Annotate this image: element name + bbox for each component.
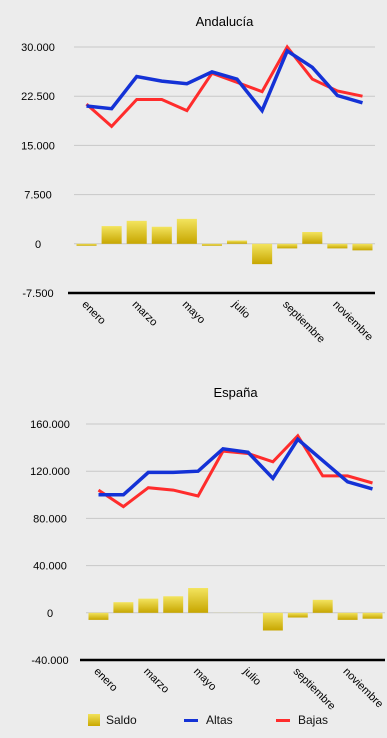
x-tick-label: noviembre [341, 666, 386, 711]
saldo-bar [287, 612, 308, 618]
altas-swatch [184, 718, 198, 722]
x-tick-label: enero [91, 666, 119, 694]
saldo-bar [138, 598, 159, 613]
saldo-bar [126, 220, 147, 244]
y-tick-label: 22.500 [21, 91, 55, 103]
legend: Saldo Altas Bajas [0, 713, 387, 735]
y-tick-label: -40.000 [31, 655, 68, 667]
chart-2: España 160.000 120.000 80.000 40.000 0 -40.000… [30, 385, 385, 713]
saldo-bar [312, 599, 333, 613]
x-tick-label: noviembre [330, 299, 375, 344]
saldo-bar [252, 243, 273, 265]
saldo-bar [201, 243, 222, 246]
x-tick-label: mayo [180, 299, 208, 327]
x-tick-label: marzo [130, 299, 160, 329]
bajas-line [85, 44, 363, 129]
chart-title: Andalucía [196, 14, 255, 29]
legend-label-saldo: Saldo [106, 713, 137, 727]
saldo-bar [88, 612, 109, 620]
saldo-bar [188, 588, 209, 613]
altas-line [98, 436, 373, 497]
saldo-bar [352, 243, 373, 251]
x-tick-label: septiembre [291, 666, 338, 713]
y-tick-label: 15.000 [21, 140, 55, 152]
saldo-bar [101, 226, 122, 244]
saldo-swatch [88, 714, 100, 726]
charts-svg: Andalucía 30.000 22.500 15.000 7.500 0 -7.500 e… [21, 14, 385, 713]
legend-item-bajas: Bajas [276, 713, 328, 727]
saldo-bar [327, 243, 348, 249]
x-tick-label: julio [240, 665, 263, 688]
y-tick-label: -7.500 [22, 288, 53, 300]
y-tick-label: 120.000 [30, 466, 70, 478]
saldo-bar [277, 243, 298, 249]
x-tick-label: marzo [141, 666, 171, 696]
legend-label-altas: Altas [206, 713, 233, 727]
saldo-bar [262, 612, 283, 631]
chart-title: España [213, 385, 258, 400]
y-tick-label: 0 [35, 239, 41, 251]
saldo-bar [337, 612, 358, 620]
saldo-bar [163, 596, 184, 613]
x-tick-label: enero [79, 299, 107, 327]
x-tick-label: julio [229, 298, 252, 321]
x-tick-label: mayo [191, 666, 219, 694]
y-tick-label: 0 [47, 608, 53, 620]
saldo-bar [362, 612, 383, 619]
legend-item-saldo: Saldo [88, 713, 137, 727]
saldo-bar [151, 226, 172, 244]
x-tick-label: septiembre [280, 299, 327, 346]
y-tick-label: 160.000 [30, 419, 70, 431]
y-tick-label: 80.000 [33, 513, 67, 525]
saldo-bar [302, 231, 323, 244]
saldo-bar [113, 602, 134, 613]
bajas-swatch [276, 718, 290, 722]
y-tick-label: 40.000 [33, 561, 67, 573]
legend-label-bajas: Bajas [298, 713, 329, 727]
saldo-bar [176, 218, 197, 244]
saldo-bar [227, 240, 248, 244]
saldo-bar [76, 243, 97, 246]
altas-line [86, 48, 363, 114]
chart-1: Andalucía 30.000 22.500 15.000 7.500 0 -7.500 e… [21, 14, 375, 346]
legend-item-altas: Altas [184, 713, 233, 727]
y-tick-label: 30.000 [21, 42, 55, 54]
y-tick-label: 7.500 [24, 190, 52, 202]
